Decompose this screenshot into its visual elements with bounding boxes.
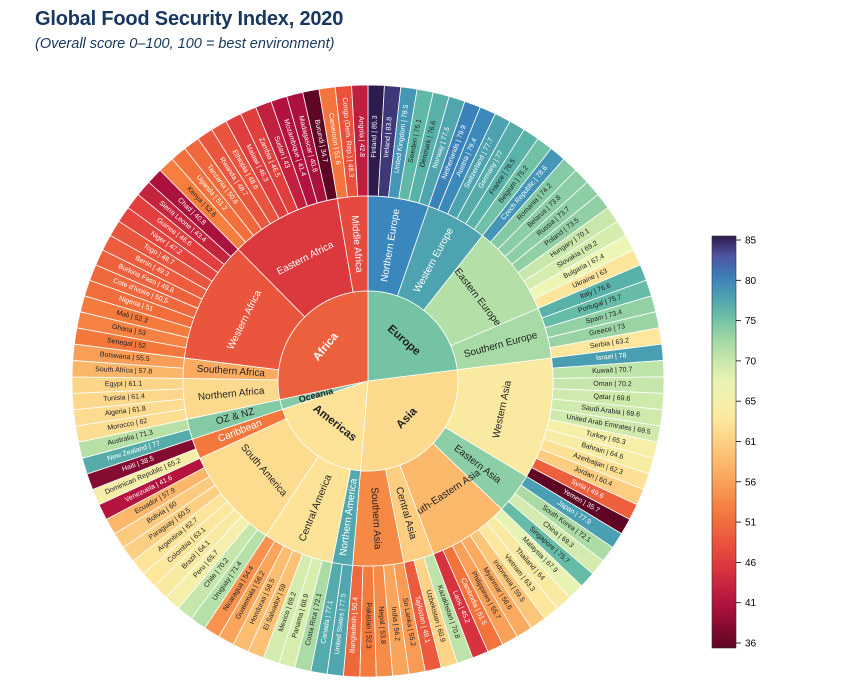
country-label: Ireland | 83.8 <box>383 117 393 158</box>
country-label: Oman | 70.2 <box>593 381 632 389</box>
country-label: Israel | 78 <box>596 352 627 362</box>
country-label: Bangladesh | 50.4 <box>349 597 359 654</box>
country-label: Egypt | 61.1 <box>105 381 142 389</box>
colorbar-tick-label: 36 <box>745 639 757 650</box>
colorbar-tick-label: 75 <box>745 316 757 327</box>
country-label: Finland | 85.3 <box>371 115 379 158</box>
colorbar-tick-label: 65 <box>745 397 757 408</box>
colorbar: 85 80 75 70 65 61 56 51 46 41 36 <box>711 235 757 650</box>
colorbar-tick-label: 61 <box>745 437 757 448</box>
region-label: Southern Africa <box>196 364 265 380</box>
region-label: Southern Asia <box>368 487 382 550</box>
country-label: Nepal | 53.8 <box>377 606 386 644</box>
continent-segment <box>360 369 459 472</box>
continent-segment <box>277 290 369 401</box>
country-label: Botswana | 55.5 <box>99 351 150 363</box>
colorbar-gradient <box>711 235 737 649</box>
country-label: Angola | 42.8 <box>357 116 365 157</box>
chart-title: Global Food Security Index, 2020 <box>35 8 344 30</box>
country-label: Tunisia | 61.4 <box>103 393 145 403</box>
country-label: Kuwait | 70.7 <box>592 366 633 375</box>
region-label: Middle Africa <box>349 215 365 273</box>
country-label: Pakistan | 52.3 <box>365 602 372 648</box>
continent-segment <box>367 290 458 382</box>
sunburst: Finland | 85.3 Ireland | 83.8 United Kingd… <box>71 84 665 678</box>
colorbar-tick-label: 85 <box>745 236 757 247</box>
colorbar-tick-label: 51 <box>745 518 757 529</box>
colorbar-tick-label: 41 <box>745 598 757 609</box>
continent-segment <box>282 380 369 472</box>
country-label: India | 56.2 <box>390 606 401 641</box>
colorbar-tick-label: 70 <box>745 356 757 367</box>
country-label: Qatar | 69.6 <box>593 393 630 403</box>
colorbar-tick-label: 56 <box>745 477 757 488</box>
country-label: South Africa | 57.8 <box>95 366 152 375</box>
chart-subtitle: (Overall score 0–100, 100 = best environ… <box>35 36 335 52</box>
colorbar-tick-label: 46 <box>745 558 757 569</box>
colorbar-tick-label: 80 <box>745 276 757 287</box>
